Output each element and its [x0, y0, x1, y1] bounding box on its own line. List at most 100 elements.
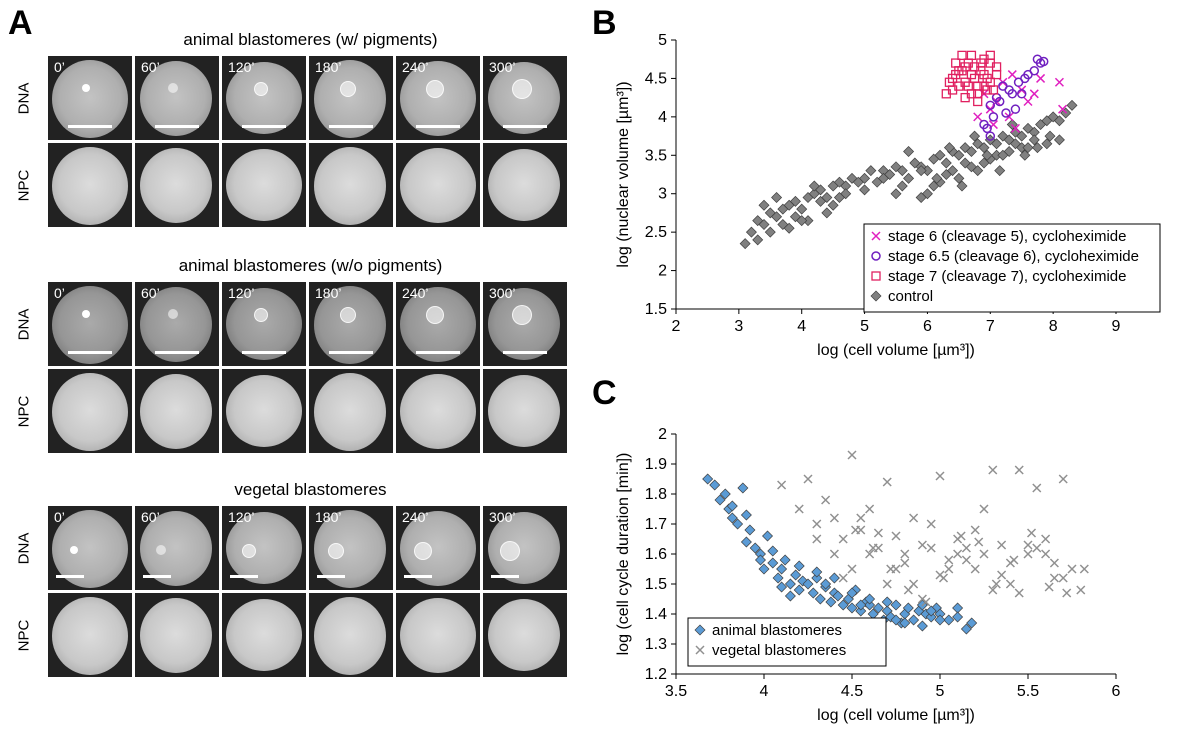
nucleus-spot [426, 306, 444, 324]
data-point [870, 290, 882, 302]
data-point [934, 149, 946, 161]
data-point [837, 599, 849, 611]
data-point [952, 611, 964, 623]
data-point [973, 96, 983, 107]
micrograph-tile [309, 593, 393, 677]
data-point [926, 519, 936, 529]
data-point [953, 549, 963, 559]
data-point [940, 157, 952, 169]
legend-entry: stage 7 (cleavage 7), cycloheximide [888, 268, 1126, 285]
y-tick-label: 1.5 [645, 301, 667, 318]
data-point [951, 69, 961, 80]
data-point [1049, 558, 1059, 568]
panel-a-letter: A [8, 4, 33, 42]
data-point [794, 504, 804, 514]
data-point [934, 614, 946, 626]
data-point [1019, 149, 1031, 161]
micrograph-tile: 180’ [309, 56, 393, 140]
data-point [951, 58, 961, 68]
y-tick-label: 2.5 [645, 224, 667, 241]
data-point [1067, 564, 1077, 574]
cell-image [400, 287, 476, 362]
x-tick-label: 4 [797, 318, 806, 335]
data-point [802, 578, 814, 590]
time-label: 120’ [228, 285, 255, 301]
x-axis-label: log (cell volume [µm³]) [817, 707, 975, 724]
data-point [847, 450, 857, 460]
data-point [793, 584, 805, 596]
data-point [739, 238, 751, 250]
data-point [991, 69, 1002, 80]
row-label-dna: DNA [15, 82, 33, 115]
scale-bar [491, 575, 519, 578]
data-point [776, 563, 788, 575]
data-point [1022, 142, 1034, 154]
data-point [855, 605, 867, 617]
series-1 [979, 54, 1049, 141]
data-point [807, 587, 819, 599]
nucleus-spot [426, 80, 444, 98]
cell-image [226, 375, 302, 447]
data-point [833, 176, 845, 188]
data-point [865, 165, 877, 177]
micrograph-row: 0’ 60’ 120’ 180’ 240’ 300’ [48, 506, 567, 590]
data-point [762, 530, 774, 542]
y-tick-label: 4 [658, 109, 667, 126]
micrograph-tile: 240’ [396, 282, 480, 366]
cell-image [400, 374, 476, 449]
nucleus-spot [82, 84, 90, 92]
data-point [960, 62, 970, 72]
data-point [776, 581, 788, 593]
micrograph-tile: 180’ [309, 506, 393, 590]
data-point [988, 465, 998, 475]
data-point [825, 596, 837, 608]
data-point [1029, 89, 1039, 99]
cell-image [226, 149, 302, 221]
y-tick-label: 1.7 [645, 516, 667, 533]
time-label: 300’ [489, 59, 516, 75]
nucleus-spot [328, 543, 344, 559]
series-2 [941, 50, 1002, 107]
data-point [956, 531, 966, 541]
data-point [900, 558, 910, 568]
data-point [1054, 77, 1064, 87]
data-point [877, 172, 889, 184]
data-point [925, 611, 937, 623]
cell-image [400, 511, 476, 586]
data-point [1010, 104, 1021, 114]
data-point [966, 50, 977, 61]
nucleus-spot [512, 79, 532, 99]
data-point [991, 138, 1003, 150]
data-point [783, 222, 795, 234]
data-point [695, 645, 705, 655]
data-point [881, 596, 893, 608]
time-label: 60’ [141, 285, 160, 301]
data-point [985, 100, 996, 111]
legend-entry: stage 6.5 (cleavage 6), cycloheximide [888, 248, 1139, 265]
data-point [815, 195, 827, 207]
time-label: 120’ [228, 509, 255, 525]
micrograph-tile [396, 143, 480, 227]
x-tick-label: 4.5 [841, 683, 863, 700]
cell-image [226, 62, 302, 134]
data-point [796, 203, 808, 215]
legend: animal blastomeres vegetal blastomeres [687, 617, 887, 667]
data-point [702, 473, 714, 485]
scale-bar [68, 351, 112, 354]
cell-image [226, 512, 302, 584]
scale-bar [416, 125, 460, 128]
nucleus-spot [168, 83, 178, 93]
data-point [871, 231, 881, 241]
data-point [969, 73, 980, 84]
data-point [966, 89, 977, 99]
data-point [890, 614, 902, 626]
data-point [953, 149, 965, 161]
data-point [745, 226, 757, 238]
data-point [952, 602, 964, 614]
legend-entry: vegetal blastomeres [712, 642, 846, 659]
nucleus-spot [254, 308, 268, 322]
data-point [1038, 56, 1049, 67]
data-point [714, 494, 726, 506]
data-point [1023, 96, 1033, 107]
group-title: vegetal blastomeres [234, 480, 387, 499]
